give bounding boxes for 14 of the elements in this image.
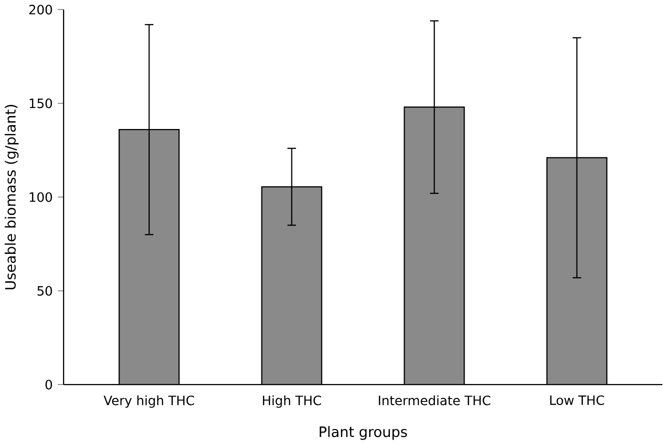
y-tick-label: 150 xyxy=(30,98,52,108)
y-tick-label: 50 xyxy=(37,286,52,296)
bar xyxy=(404,107,464,385)
x-axis-title: Plant groups xyxy=(320,426,407,440)
x-tick-label: Very high THC xyxy=(104,396,194,408)
y-axis-title: Useable biomass (g/plant) xyxy=(4,105,19,290)
y-tick-label: 200 xyxy=(29,4,52,15)
y-tick-label: 0 xyxy=(46,380,52,390)
x-tick-label: High THC xyxy=(262,396,322,408)
x-tick-label: Low THC xyxy=(550,396,604,406)
y-tick-label: 100 xyxy=(30,192,52,202)
bar xyxy=(119,130,180,385)
x-tick-label: Intermediate THC xyxy=(378,396,490,406)
bar xyxy=(262,186,322,385)
